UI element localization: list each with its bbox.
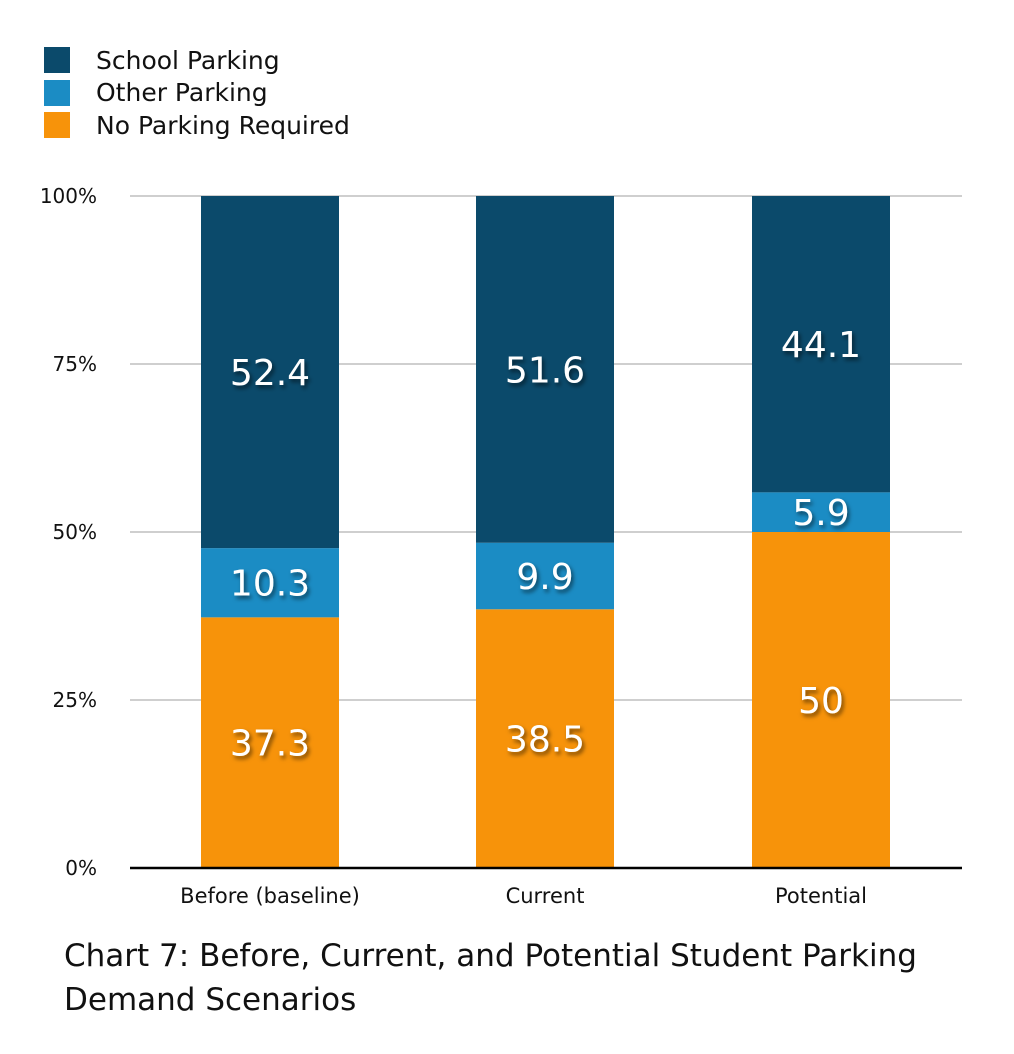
y-axis-ticks: 0% 25% 50% 75% 100% [40,184,97,880]
data-label: 9.9 [516,557,573,598]
legend-item-other-parking: Other Parking [44,77,350,110]
y-tick-label: 75% [53,352,97,376]
data-label: 37.3 [230,724,310,765]
bar-segment [476,542,614,610]
legend-label-no-parking-required: No Parking Required [96,110,350,140]
y-tick-label: 25% [53,688,97,712]
legend-swatch-no-parking-required [44,112,70,139]
x-tick-label: Potential [775,884,867,908]
x-tick-label: Current [506,884,585,908]
y-tick-label: 100% [40,184,97,208]
bar-segment [201,548,339,618]
legend-item-no-parking-required: No Parking Required [44,109,350,142]
bar-segment [752,492,890,532]
data-labels: 37.3 10.3 52.4 38.5 9.9 51.6 50 5.9 44.1 [230,325,861,764]
data-label: 5.9 [792,493,849,534]
legend-swatch-school-parking [44,47,70,74]
bar-segment [201,196,339,549]
bar-segment [752,532,890,868]
legend-label-school-parking: School Parking [96,45,280,75]
y-tick-label: 0% [65,856,97,880]
bar-segment [476,609,614,868]
stacked-bar-chart: 0% 25% 50% 75% 100% 37.3 10.3 52.4 38.5 9.9 51.6 5… [40,184,962,908]
data-label: 10.3 [230,564,310,605]
legend-swatch-other-parking [44,79,70,106]
chart-caption: Chart 7: Before, Current, and Potential … [64,938,917,1018]
legend-label-other-parking: Other Parking [96,78,268,108]
chart-legend: School Parking Other Parking No Parking … [44,44,350,142]
y-tick-label: 50% [53,520,97,544]
data-label: 52.4 [230,353,310,394]
data-label: 51.6 [505,350,585,391]
bar-segment [476,196,614,543]
bars [201,196,890,868]
data-label: 44.1 [781,325,861,366]
data-label: 50 [798,681,844,722]
data-label: 38.5 [505,720,585,761]
bar-segment [752,196,890,493]
bar-segment [201,617,339,868]
x-axis: Before (baseline) Current Potential [130,866,962,908]
legend-item-school-parking: School Parking [44,44,350,77]
x-tick-label: Before (baseline) [180,884,360,908]
